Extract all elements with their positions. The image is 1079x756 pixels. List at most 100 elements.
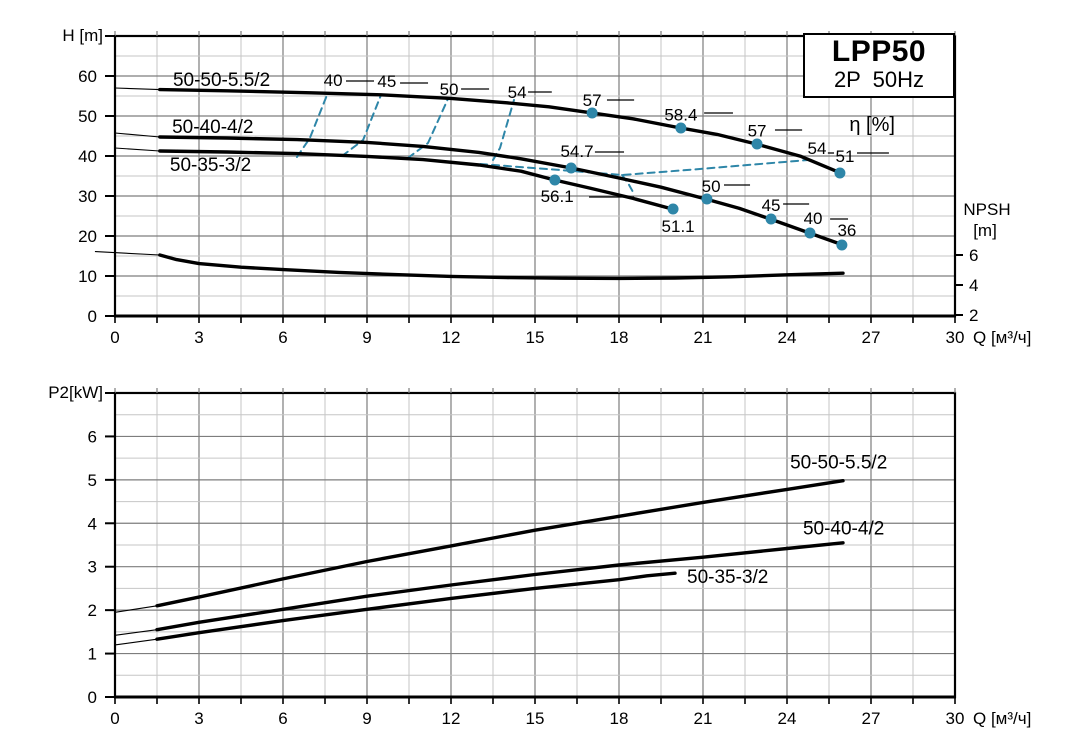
efficiency-dot — [549, 174, 561, 186]
power-chart-curves — [114, 479, 845, 646]
power-chart-series-labels: 50-50-5.5/2 50-40-4/2 50-35-3/2 — [687, 453, 887, 588]
y-axis-title: P2[kW] — [48, 383, 103, 402]
x-tick-label: 21 — [694, 328, 713, 347]
x-tick-label: 30 — [946, 709, 965, 728]
curve-50-50-5.5/2 — [158, 87, 842, 175]
efficiency-label: 54 — [508, 83, 527, 102]
curve-lead-50-40-4/2 — [114, 629, 158, 636]
y-axis-title: H [m] — [62, 26, 103, 45]
x-tick-label: 9 — [362, 709, 371, 728]
curve-lead-50-35-3/2 — [114, 638, 158, 646]
iso-efficiency-line — [341, 94, 382, 157]
efficiency-label: 51.1 — [662, 217, 695, 236]
x-axis-title: Q [м³/ч] — [973, 709, 1031, 728]
efficiency-label: 57 — [583, 91, 602, 110]
efficiency-dot — [836, 239, 848, 251]
curve-50-35-3/2 — [158, 149, 674, 211]
x-tick-label: 21 — [694, 709, 713, 728]
curve-lead-NPSH — [94, 251, 161, 256]
model-name: LPP50 — [831, 35, 927, 68]
x-tick-label: 0 — [110, 709, 119, 728]
efficiency-dot — [804, 227, 816, 239]
y-tick-label: 3 — [88, 558, 97, 577]
efficiency-label: 50 — [440, 80, 459, 99]
npsh-tick-label: 4 — [969, 276, 978, 295]
npsh-tick-label: 2 — [969, 306, 978, 325]
iso-efficiency-line — [479, 159, 809, 176]
y-tick-label: 20 — [78, 227, 97, 246]
y-tick-label: 50 — [78, 107, 97, 126]
x-tick-label: 9 — [362, 328, 371, 347]
efficiency-label: 51 — [835, 147, 854, 166]
efficiency-dot — [765, 213, 777, 225]
efficiency-dot — [586, 107, 598, 119]
efficiency-label: 36 — [837, 221, 856, 240]
curve-lead-50-50-5.5/2 — [114, 87, 161, 91]
efficiency-dot — [751, 138, 763, 150]
curve-50-35-3/2 — [155, 571, 677, 641]
efficiency-labels: 40 45 50 54 57 58.4 57 54 51 54.7 56.1 51.1 50 45 40 36… — [324, 71, 895, 240]
series-label: 50-50-5.5/2 — [173, 70, 270, 91]
efficiency-label: η [%] — [849, 114, 895, 136]
efficiency-label: 45 — [762, 196, 781, 215]
series-label: 50-40-4/2 — [803, 519, 884, 540]
x-tick-label: 15 — [526, 328, 545, 347]
y-tick-label: 2 — [88, 601, 97, 620]
y-tick-label: 10 — [78, 267, 97, 286]
efficiency-label: 54.7 — [560, 142, 593, 161]
series-label: 50-50-5.5/2 — [790, 453, 887, 474]
efficiency-label: 40 — [804, 209, 823, 228]
efficiency-label: 54 — [807, 139, 826, 158]
model-pole-frequency: 2P 50Hz — [833, 67, 925, 92]
x-tick-label: 6 — [278, 328, 287, 347]
x-tick-label: 6 — [278, 709, 287, 728]
head-npsh-chart-ticks — [105, 31, 956, 323]
curve-50-50-5.5/2 — [155, 479, 845, 608]
y-tick-label: 5 — [88, 471, 97, 490]
x-tick-label: 12 — [442, 709, 461, 728]
iso-efficiency-line — [492, 99, 515, 161]
y-tick-label: 0 — [88, 307, 97, 326]
label-leader-lines — [346, 80, 889, 220]
power-chart-gridlines — [115, 392, 955, 697]
y-tick-label: 60 — [78, 67, 97, 86]
model-title-box: LPP50 2P 50Hz — [803, 33, 955, 98]
y-tick-label: 0 — [88, 688, 97, 707]
y-tick-label: 1 — [88, 645, 97, 664]
y-tick-label: 40 — [78, 147, 97, 166]
series-label: 50-40-4/2 — [172, 117, 253, 138]
power-chart-ticks — [105, 387, 956, 704]
x-tick-label: 30 — [946, 328, 965, 347]
efficiency-label: 58.4 — [664, 105, 697, 124]
iso-efficiency-line — [296, 94, 328, 158]
y-tick-label: 6 — [88, 427, 97, 446]
efficiency-label: 45 — [377, 72, 396, 91]
efficiency-label: 40 — [324, 71, 343, 90]
x-tick-label: 27 — [862, 328, 881, 347]
x-tick-label: 12 — [442, 328, 461, 347]
npsh-axis: 6 4 2 NPSH [m] — [955, 200, 1011, 325]
x-tick-label: 3 — [194, 709, 203, 728]
x-tick-label: 24 — [778, 328, 797, 347]
npsh-tick-label: 6 — [969, 246, 978, 265]
curve-NPSH — [158, 253, 845, 281]
x-tick-label: 18 — [610, 328, 629, 347]
x-tick-label: 0 — [110, 328, 119, 347]
y-tick-label: 30 — [78, 187, 97, 206]
efficiency-label: 57 — [748, 121, 767, 140]
x-tick-label: 15 — [526, 709, 545, 728]
series-label: 50-35-3/2 — [170, 155, 251, 176]
curve-lead-50-35-3/2 — [114, 147, 161, 152]
curve-lead-50-50-5.5/2 — [114, 605, 158, 613]
series-label: 50-35-3/2 — [687, 567, 768, 588]
x-tick-label: 27 — [862, 709, 881, 728]
npsh-axis-unit: [m] — [973, 221, 997, 240]
efficiency-label: 56.1 — [541, 187, 574, 206]
head-npsh-chart-tick-labels: 0 3 6 9 12 15 18 21 24 27 30 0 10 20 30 40 50 60 — [78, 67, 964, 347]
x-tick-label: 18 — [610, 709, 629, 728]
efficiency-dot — [834, 167, 846, 179]
